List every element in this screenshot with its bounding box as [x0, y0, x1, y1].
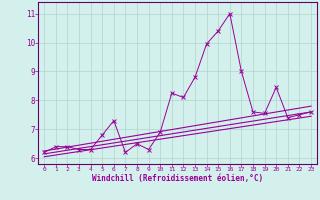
X-axis label: Windchill (Refroidissement éolien,°C): Windchill (Refroidissement éolien,°C) — [92, 174, 263, 183]
